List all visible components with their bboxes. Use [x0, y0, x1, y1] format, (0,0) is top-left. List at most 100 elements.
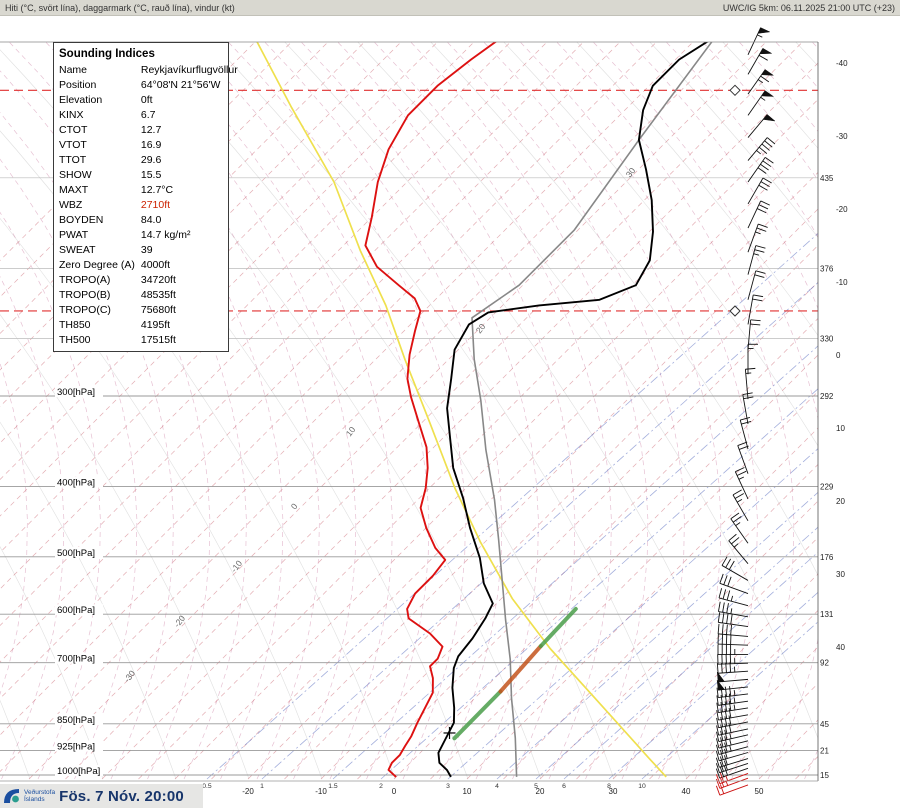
wind-barb-feather	[717, 623, 720, 634]
wind-barb-pennant	[762, 114, 776, 122]
wind-barb-feather	[720, 743, 724, 754]
mixing-ratio-line	[447, 448, 818, 780]
index-label: CTOT	[59, 123, 88, 136]
index-value: 12.7	[140, 123, 162, 136]
wind-barb-feather	[766, 137, 776, 145]
isotherm-line	[174, 135, 818, 780]
moist-adiabat-line	[337, 42, 576, 780]
wind-barb-feather	[718, 601, 721, 612]
wind-barb-feather	[724, 748, 728, 759]
pressure-axis-label: 600[hPa]	[57, 605, 95, 616]
isotherm-line	[0, 42, 402, 444]
sounding-indices-title: Sounding Indices	[59, 48, 155, 60]
index-label: WBZ	[59, 198, 83, 211]
index-row-pwat: PWAT 14.7 kg/m²	[54, 227, 242, 242]
wind-barb-feather	[715, 768, 721, 779]
index-value: 39	[140, 243, 153, 256]
index-row-maxt: MAXT 12.7°C	[54, 182, 242, 197]
wind-barb-halffeather	[760, 96, 766, 101]
wind-barb-feather	[716, 702, 719, 713]
wind-barb-pennant	[757, 27, 771, 34]
dry-adiabat-line	[430, 42, 818, 576]
wind-barb	[718, 707, 749, 714]
dewpoint-curve	[364, 42, 497, 778]
isotherm-line	[832, 42, 900, 779]
wind-barb-feather	[726, 613, 729, 624]
isotherm-line	[0, 42, 657, 699]
wind-barb-feather	[728, 722, 732, 733]
wind-barb-pennant	[761, 90, 775, 97]
wind-barb-feather	[764, 140, 773, 148]
index-label: SWEAT	[59, 243, 96, 256]
wind-barb-feather	[720, 701, 723, 713]
bottom-temp-label: -20	[242, 787, 254, 796]
wind-barb	[718, 700, 749, 706]
isotherm-line	[430, 391, 818, 780]
index-value: 64°08'N 21°56'W	[140, 78, 221, 91]
pressure-label-bg	[55, 476, 103, 488]
wind-barb-feather	[724, 723, 728, 734]
moist-adiabat-line	[556, 42, 795, 780]
wind-barb-feather	[720, 737, 724, 748]
wind-barb	[719, 784, 749, 796]
moist-adiabat-line	[300, 42, 539, 780]
index-label: TH850	[59, 318, 91, 331]
pressure-axis-label: 500[hPa]	[57, 548, 95, 559]
wind-barb	[718, 611, 749, 618]
index-row-elevation: Elevation 0ft	[54, 92, 242, 107]
wind-barb-feather	[715, 751, 720, 761]
wind-barb	[718, 714, 749, 721]
isotherm-line	[357, 318, 818, 780]
isotherm-line	[211, 172, 818, 780]
wind-barb-feather	[762, 160, 772, 167]
isotherm-line	[0, 42, 475, 517]
isotherm-line	[65, 42, 803, 780]
index-value: 4195ft	[140, 318, 171, 331]
moist-adiabat-line	[775, 42, 818, 89]
wind-barb	[721, 565, 749, 581]
moist-adiabat-line	[882, 39, 900, 779]
moist-adiabat-line	[0, 112, 174, 780]
wind-barb-feather	[722, 602, 725, 613]
wind-barb-feather	[720, 709, 724, 720]
index-row-th850: TH850 4195ft	[54, 317, 242, 332]
index-row-tropoc: TROPO(C) 75680ft	[54, 302, 242, 317]
wind-barb-feather	[720, 694, 723, 705]
wind-barb-feather	[730, 624, 732, 636]
mixing-ratio-label: 0.5	[202, 783, 212, 790]
right-temp-label: -40	[836, 59, 848, 68]
wind-barb-feather	[721, 662, 723, 673]
bottom-temp-label: 10	[463, 787, 472, 796]
wind-barb-feather	[716, 738, 720, 749]
moist-adiabat-line	[227, 42, 466, 780]
index-label: SHOW	[59, 168, 92, 181]
wind-barb-feather	[760, 163, 769, 171]
index-label: TROPO(A)	[59, 273, 111, 286]
height-axis-label: 45	[820, 720, 829, 729]
vedurstofa-logo	[4, 789, 19, 803]
header-legend-label: Hiti (°C, svört lína), daggarmark (°C, r…	[5, 2, 235, 13]
wind-barb-pennant	[761, 69, 775, 76]
index-value: 6.7	[140, 108, 156, 121]
wind-barb-feather	[742, 392, 753, 395]
isotherm-line	[503, 464, 818, 780]
index-value: 2710ft	[140, 198, 171, 211]
height-axis-label: 229	[820, 483, 834, 492]
dry-adiabat-line	[0, 314, 250, 780]
index-label: Name	[59, 63, 88, 76]
index-row-position: Position 64°08'N 21°56'W	[54, 77, 242, 92]
wind-barb-feather	[732, 489, 742, 496]
moist-adiabat-line	[446, 42, 685, 780]
wind-barb-feather	[755, 270, 766, 274]
wind-barb-feather	[724, 686, 728, 697]
index-value: 15.5	[140, 168, 162, 181]
wind-barb-feather	[719, 767, 725, 777]
wind-barb-feather	[754, 249, 765, 253]
mixing-ratio-line	[641, 621, 818, 780]
wind-barb-feather	[728, 693, 732, 704]
adiabat-value-label: -30	[122, 668, 138, 684]
dry-adiabat-line	[866, 39, 900, 779]
isotherm-line	[247, 208, 818, 780]
dry-adiabat-line	[722, 42, 818, 149]
pressure-label-bg	[55, 713, 103, 725]
